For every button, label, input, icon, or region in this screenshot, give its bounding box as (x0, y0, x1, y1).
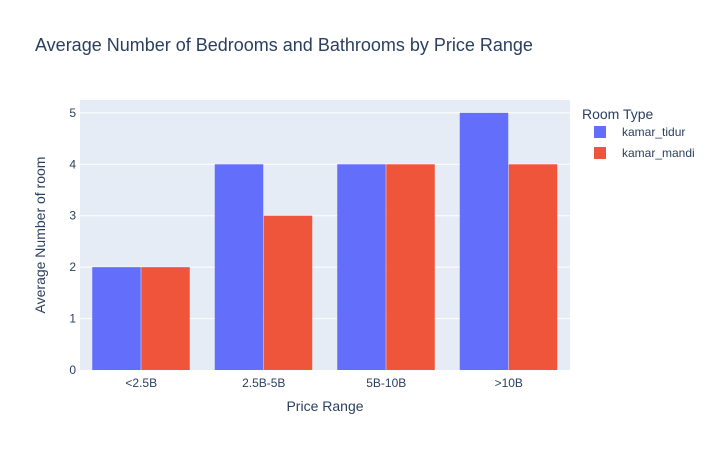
y-tick-label: 3 (69, 209, 76, 223)
chart-title: Average Number of Bedrooms and Bathrooms… (35, 35, 533, 55)
x-tick-label: 5B-10B (366, 376, 406, 390)
bar-kamar_tidur[interactable] (92, 267, 141, 370)
legend-label: kamar_tidur (622, 125, 685, 139)
y-tick-label: 4 (69, 157, 76, 171)
bars[interactable] (92, 112, 558, 370)
x-tick-label: <2.5B (125, 376, 157, 390)
y-axis-title: Average Number of room (32, 157, 48, 314)
y-tick-label: 5 (69, 106, 76, 120)
x-tick-label: 2.5B-5B (242, 376, 285, 390)
y-tick-label: 0 (69, 363, 76, 377)
y-tick-label: 2 (69, 260, 76, 274)
x-axis-title: Price Range (286, 398, 363, 414)
bar-kamar_mandi[interactable] (386, 164, 435, 370)
y-axis-ticks: 0 1 2 3 4 5 (69, 106, 76, 377)
legend[interactable]: Room Type kamar_tidur kamar_mandi (582, 106, 695, 160)
legend-swatch (594, 126, 606, 138)
x-axis-ticks: <2.5B 2.5B-5B 5B-10B >10B (125, 376, 523, 390)
bar-kamar_tidur[interactable] (459, 112, 509, 370)
bar-kamar_tidur[interactable] (214, 164, 264, 370)
x-tick-label: >10B (495, 376, 523, 390)
legend-swatch (594, 147, 606, 159)
y-tick-label: 1 (69, 312, 76, 326)
legend-title: Room Type (582, 106, 654, 122)
bar-kamar_mandi[interactable] (508, 164, 558, 370)
legend-label: kamar_mandi (622, 146, 695, 160)
bar-kamar_mandi[interactable] (141, 267, 190, 370)
bar-kamar_mandi[interactable] (263, 215, 313, 370)
bar-kamar_tidur[interactable] (337, 164, 386, 370)
